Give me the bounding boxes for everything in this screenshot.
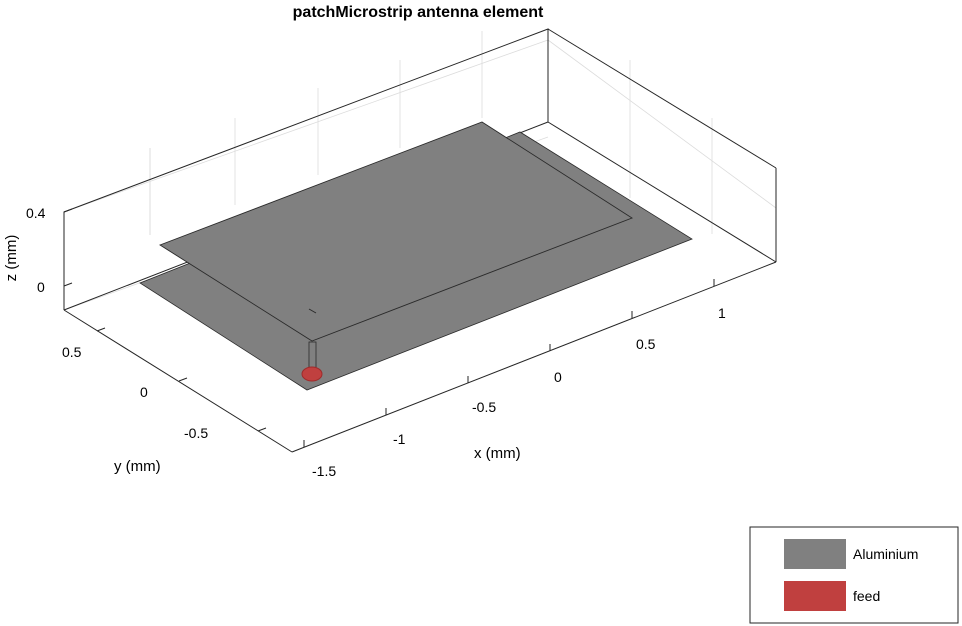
x-tick-label: -1 xyxy=(393,431,406,447)
x-tick-label: 0 xyxy=(554,369,562,385)
patch-feed-marker xyxy=(308,308,317,314)
legend: Aluminium feed xyxy=(749,526,959,624)
y-tick-label: -0.5 xyxy=(184,425,208,441)
feed-point xyxy=(301,366,323,382)
z-axis: 0.4 0 z (mm) xyxy=(3,205,73,295)
y-axis-label: y (mm) xyxy=(114,458,161,475)
x-tick-label: 1 xyxy=(718,305,726,321)
legend-label-aluminium: Aluminium xyxy=(853,546,918,562)
z-tick-label: 0 xyxy=(37,279,45,295)
feed-pin xyxy=(301,341,323,382)
axes-box xyxy=(63,28,777,453)
radiating-patch xyxy=(158,121,633,342)
x-tick-label: -0.5 xyxy=(472,399,496,415)
legend-swatch-feed xyxy=(784,581,846,611)
y-tick-label: 0 xyxy=(140,384,148,400)
x-axis-label: x (mm) xyxy=(474,445,521,462)
z-tick-label: 0.4 xyxy=(26,205,46,221)
plot-title: patchMicrostrip antenna element xyxy=(293,4,544,21)
legend-box xyxy=(749,526,959,624)
x-axis: -1.5 -1 -0.5 0 0.5 1 x (mm) xyxy=(303,279,726,479)
z-axis-label: z (mm) xyxy=(3,235,20,282)
y-axis: 0.5 0 -0.5 y (mm) xyxy=(62,327,267,475)
x-tick-label: 0.5 xyxy=(636,336,656,352)
x-tick-label: -1.5 xyxy=(312,463,336,479)
legend-label-feed: feed xyxy=(853,588,880,604)
y-tick-label: 0.5 xyxy=(62,344,82,360)
legend-swatch-aluminium xyxy=(784,539,846,569)
